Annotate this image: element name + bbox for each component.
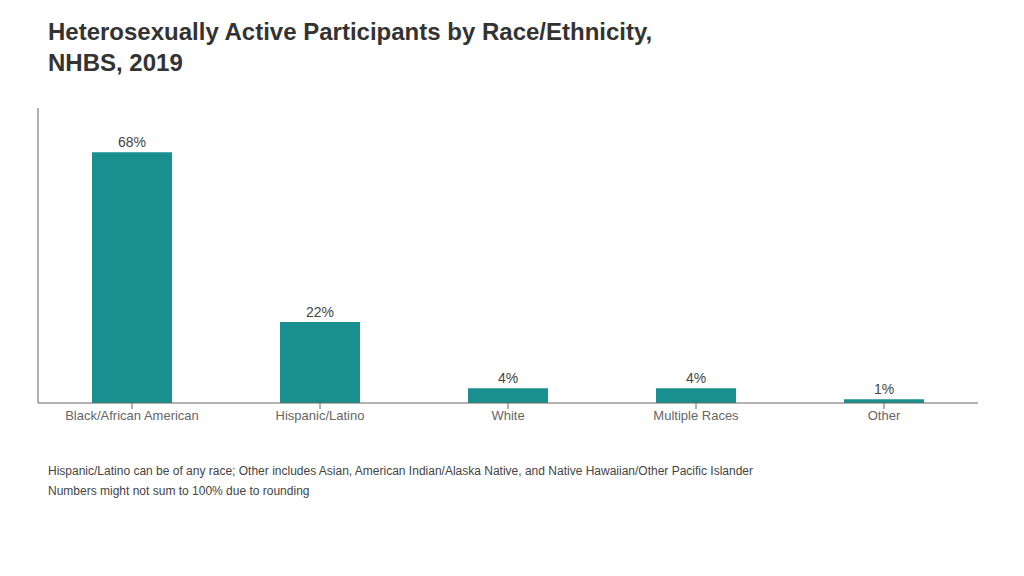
html-text:Hispanic/Latino can be of any: Hispanic/Latino can be of any race; Othe… <box>48 464 753 479</box>
html-text:Numbers might not sum to 100%: Numbers might not sum to 100% due to rou… <box>48 483 310 498</box>
svg-text:White: White <box>491 409 524 424</box>
html-text:Heterosexually Active Particip: Heterosexually Active Participants by Ra… <box>48 18 653 77</box>
svg-text:Hispanic/Latino: Hispanic/Latino <box>276 409 365 424</box>
svg-text:22%: 22% <box>306 304 334 320</box>
svg-text:4%: 4% <box>686 371 706 387</box>
svg-text:Other: Other <box>868 409 901 424</box>
svg-text:Multiple Races: Multiple Races <box>653 409 739 424</box>
svg-text:4%: 4% <box>498 371 518 387</box>
svg-text:Black/African American: Black/African American <box>65 409 199 424</box>
svg-text:68%: 68% <box>118 135 146 151</box>
svg-text:1%: 1% <box>874 382 894 398</box>
